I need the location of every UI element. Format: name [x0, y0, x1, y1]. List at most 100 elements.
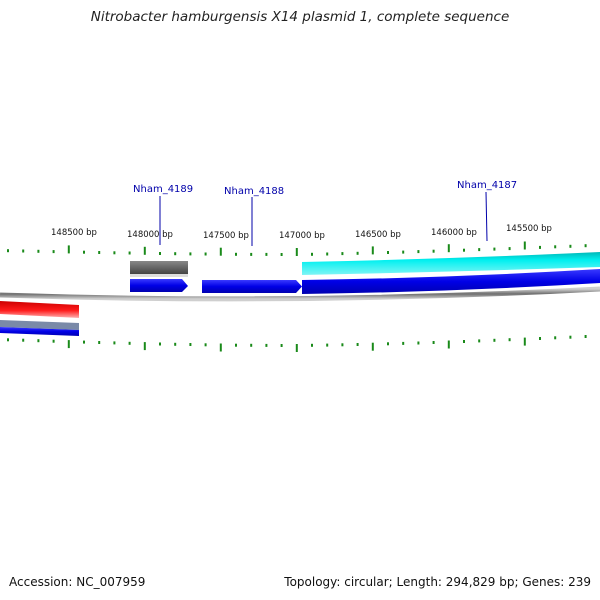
leader-Nham_4187 — [485, 191, 488, 242]
minor-tick — [356, 343, 359, 346]
minor-tick — [52, 250, 55, 254]
accession-text: Accession: NC_007959 — [9, 575, 146, 589]
minor-tick — [113, 251, 116, 255]
minor-tick — [539, 245, 541, 249]
minor-tick — [174, 342, 177, 346]
scale-label: 146000 bp — [431, 228, 477, 238]
minor-tick — [554, 245, 557, 249]
minor-tick — [539, 337, 541, 340]
minor-tick — [37, 339, 40, 343]
major-tick — [295, 248, 298, 256]
minor-tick — [432, 249, 435, 253]
minor-tick — [52, 339, 55, 343]
minor-tick — [508, 247, 511, 251]
major-tick — [143, 342, 146, 351]
minor-tick — [250, 343, 253, 347]
scale-label: 148000 bp — [127, 230, 173, 240]
scale-label: 147500 bp — [203, 231, 249, 241]
gene-feature-blue-lower[interactable] — [0, 327, 79, 336]
scale-label: 146500 bp — [355, 230, 401, 240]
minor-tick — [356, 251, 359, 255]
minor-tick — [311, 252, 313, 256]
major-tick — [447, 244, 450, 253]
minor-tick — [174, 252, 177, 256]
gene-feature-red[interactable] — [0, 301, 79, 318]
gene-feature-gray-blue[interactable] — [0, 320, 79, 330]
minor-tick — [341, 343, 344, 347]
minor-tick — [204, 252, 207, 256]
minor-tick — [463, 340, 465, 343]
minor-tick — [493, 247, 496, 251]
gene-label[interactable]: Nham_4187 — [457, 180, 517, 191]
minor-tick — [584, 335, 587, 338]
minor-tick — [326, 252, 329, 256]
minor-tick — [250, 252, 253, 256]
minor-tick — [584, 244, 587, 248]
minor-tick — [554, 336, 557, 340]
gene-Nham_4189[interactable] — [130, 279, 188, 292]
major-tick — [219, 247, 222, 256]
minor-tick — [311, 343, 313, 347]
minor-tick — [204, 343, 207, 347]
minor-tick — [37, 249, 40, 253]
minor-tick — [189, 252, 192, 256]
minor-tick — [493, 338, 496, 342]
major-tick — [219, 343, 222, 352]
genome-summary: Topology: circular; Length: 294,829 bp; … — [284, 575, 591, 589]
minor-tick — [83, 340, 85, 344]
minor-tick — [432, 341, 435, 344]
gene-label[interactable]: Nham_4188 — [224, 186, 284, 197]
minor-tick — [128, 251, 131, 255]
minor-tick — [113, 341, 116, 345]
minor-tick — [387, 251, 389, 254]
minor-tick — [478, 339, 481, 343]
minor-tick — [22, 338, 25, 342]
major-tick — [447, 340, 450, 349]
minor-tick — [235, 252, 237, 256]
gene-feature-gray[interactable] — [130, 261, 188, 274]
minor-tick — [159, 342, 161, 346]
gene-feature-gray-shadow — [130, 274, 188, 277]
scale-ticks-inner — [7, 335, 587, 352]
scale-labels: 148500 bp 148000 bp 147500 bp 147000 bp … — [51, 224, 552, 241]
backbone-arc — [0, 286, 600, 302]
minor-tick — [98, 251, 101, 254]
minor-tick — [265, 252, 268, 256]
minor-tick — [7, 338, 9, 342]
minor-tick — [159, 252, 161, 255]
scale-label: 147000 bp — [279, 231, 325, 241]
major-tick — [295, 344, 298, 352]
major-tick — [67, 340, 70, 349]
minor-tick — [280, 253, 283, 256]
scale-label: 145500 bp — [506, 224, 552, 234]
minor-tick — [235, 343, 237, 347]
minor-tick — [280, 344, 283, 347]
minor-tick — [83, 250, 85, 254]
minor-tick — [22, 249, 25, 253]
minor-tick — [417, 250, 420, 254]
minor-tick — [402, 341, 405, 345]
gene-Nham_4188[interactable] — [202, 280, 302, 293]
gene-label[interactable]: Nham_4189 — [133, 184, 193, 195]
minor-tick — [387, 342, 389, 346]
major-tick — [143, 246, 146, 255]
minor-tick — [326, 343, 329, 347]
minor-tick — [508, 338, 511, 342]
minor-tick — [569, 244, 572, 248]
minor-tick — [463, 248, 465, 252]
gene-feature-cyan[interactable] — [302, 252, 600, 275]
gene-Nham_4187[interactable] — [302, 269, 600, 294]
minor-tick — [569, 335, 572, 339]
minor-tick — [265, 343, 268, 347]
major-tick — [523, 337, 526, 346]
minor-tick — [402, 250, 405, 254]
minor-tick — [417, 341, 420, 345]
major-tick — [371, 246, 374, 255]
minor-tick — [128, 341, 131, 345]
major-tick — [371, 342, 374, 351]
minor-tick — [7, 249, 9, 253]
page-title: Nitrobacter hamburgensis X14 plasmid 1, … — [90, 9, 510, 25]
minor-tick — [98, 341, 101, 344]
minor-tick — [341, 252, 344, 256]
